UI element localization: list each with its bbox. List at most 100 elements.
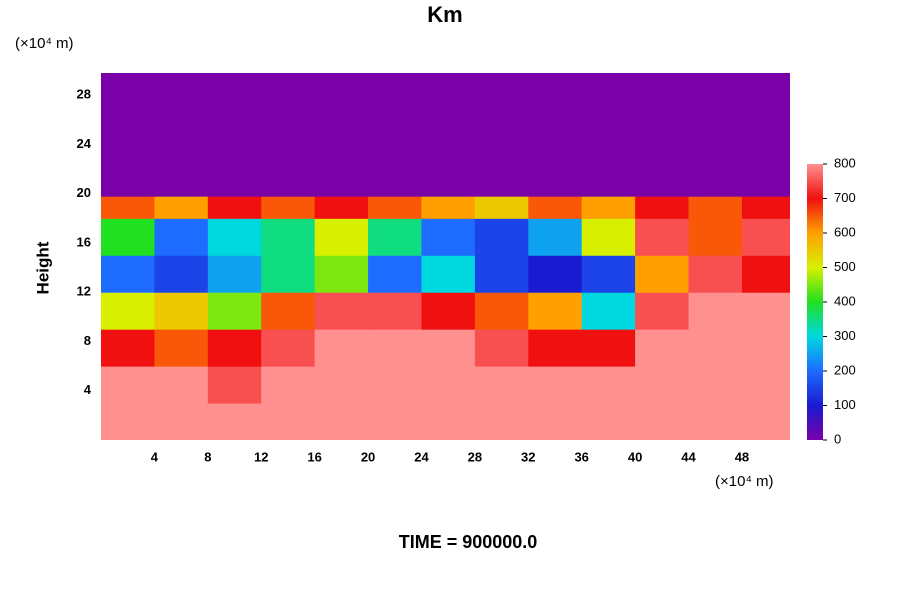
cell (635, 196, 690, 219)
y-axis-label: Height (33, 241, 52, 294)
cell (154, 218, 209, 256)
cell (421, 73, 476, 197)
cell (528, 366, 583, 404)
cell (207, 218, 262, 256)
cell (101, 218, 155, 256)
cell (421, 292, 476, 330)
cell (101, 255, 155, 293)
cell (635, 255, 690, 293)
cell (474, 292, 529, 330)
x-tick-label: 28 (468, 449, 482, 464)
cell (314, 73, 369, 197)
cell (688, 73, 743, 197)
cell (368, 73, 422, 197)
x-unit: (×10⁴ m) (715, 473, 774, 490)
x-tick-label: 16 (307, 449, 321, 464)
cell (101, 292, 155, 330)
cell (207, 403, 262, 440)
y-tick-label: 4 (84, 382, 92, 397)
cell (314, 196, 369, 219)
cell (207, 292, 262, 330)
colorbar-tick-label: 100 (834, 397, 856, 412)
cell (581, 292, 636, 330)
cell (154, 403, 209, 440)
cell (261, 196, 316, 219)
cell (581, 403, 636, 440)
cell (688, 329, 743, 367)
cell (741, 366, 790, 404)
cell (741, 403, 790, 440)
cell (421, 255, 476, 293)
colorbar-tick-label: 200 (834, 362, 856, 377)
cell (368, 196, 422, 219)
cell (368, 218, 422, 256)
annotation: TIME = 900000.0 (399, 532, 538, 552)
colorbar-tick-label: 0 (834, 431, 841, 446)
cell (528, 329, 583, 367)
cell (474, 366, 529, 404)
cell (261, 73, 316, 197)
cell (581, 255, 636, 293)
cell (101, 73, 155, 197)
cell (154, 292, 209, 330)
x-tick-label: 36 (574, 449, 588, 464)
cell (635, 218, 690, 256)
cell (368, 329, 422, 367)
cell (688, 292, 743, 330)
heatmap (101, 73, 790, 440)
cell (581, 366, 636, 404)
colorbar-tick-label: 700 (834, 190, 856, 205)
cell (421, 329, 476, 367)
cell (474, 196, 529, 219)
cell (261, 329, 316, 367)
cell (474, 73, 529, 197)
cell (421, 218, 476, 256)
cell (635, 403, 690, 440)
cell (154, 196, 209, 219)
x-tick-label: 4 (151, 449, 159, 464)
cell (368, 255, 422, 293)
x-tick-label: 24 (414, 449, 429, 464)
cell (261, 292, 316, 330)
cell (368, 366, 422, 404)
cell (154, 73, 209, 197)
cell (581, 218, 636, 256)
x-tick-label: 48 (735, 449, 749, 464)
x-tick-label: 44 (681, 449, 696, 464)
cell (581, 73, 636, 197)
y-tick-label: 8 (84, 333, 91, 348)
x-tick-label: 20 (361, 449, 375, 464)
cell (421, 196, 476, 219)
colorbar-tick-label: 400 (834, 293, 856, 308)
cell (261, 255, 316, 293)
cell (635, 329, 690, 367)
cell (741, 292, 790, 330)
cell (741, 196, 790, 219)
cell (207, 196, 262, 219)
cell (474, 255, 529, 293)
cell (101, 403, 155, 440)
cell (314, 329, 369, 367)
chart-title: Km (427, 2, 462, 27)
colorbar-tick-label: 600 (834, 224, 856, 239)
cell (528, 196, 583, 219)
cell (741, 218, 790, 256)
cell (368, 403, 422, 440)
colorbar-tick-label: 800 (834, 155, 856, 170)
cell (261, 403, 316, 440)
cell (528, 73, 583, 197)
cell (528, 218, 583, 256)
cell (688, 366, 743, 404)
cell (207, 255, 262, 293)
cell (528, 403, 583, 440)
cell (314, 292, 369, 330)
cell (314, 403, 369, 440)
cell (474, 329, 529, 367)
cell (207, 366, 262, 404)
x-tick-label: 12 (254, 449, 268, 464)
y-tick-label: 12 (77, 284, 91, 299)
y-tick-label: 28 (77, 87, 91, 102)
colorbar-tick-label: 300 (834, 328, 856, 343)
cell (635, 73, 690, 197)
